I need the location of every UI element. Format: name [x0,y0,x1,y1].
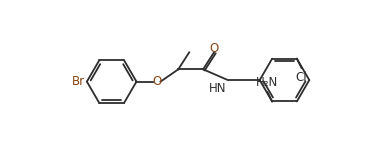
Text: H₂N: H₂N [256,76,279,89]
Text: Br: Br [72,75,85,88]
Text: O: O [209,42,219,55]
Text: Cl: Cl [296,71,307,84]
Text: HN: HN [209,82,226,95]
Text: O: O [152,75,161,88]
